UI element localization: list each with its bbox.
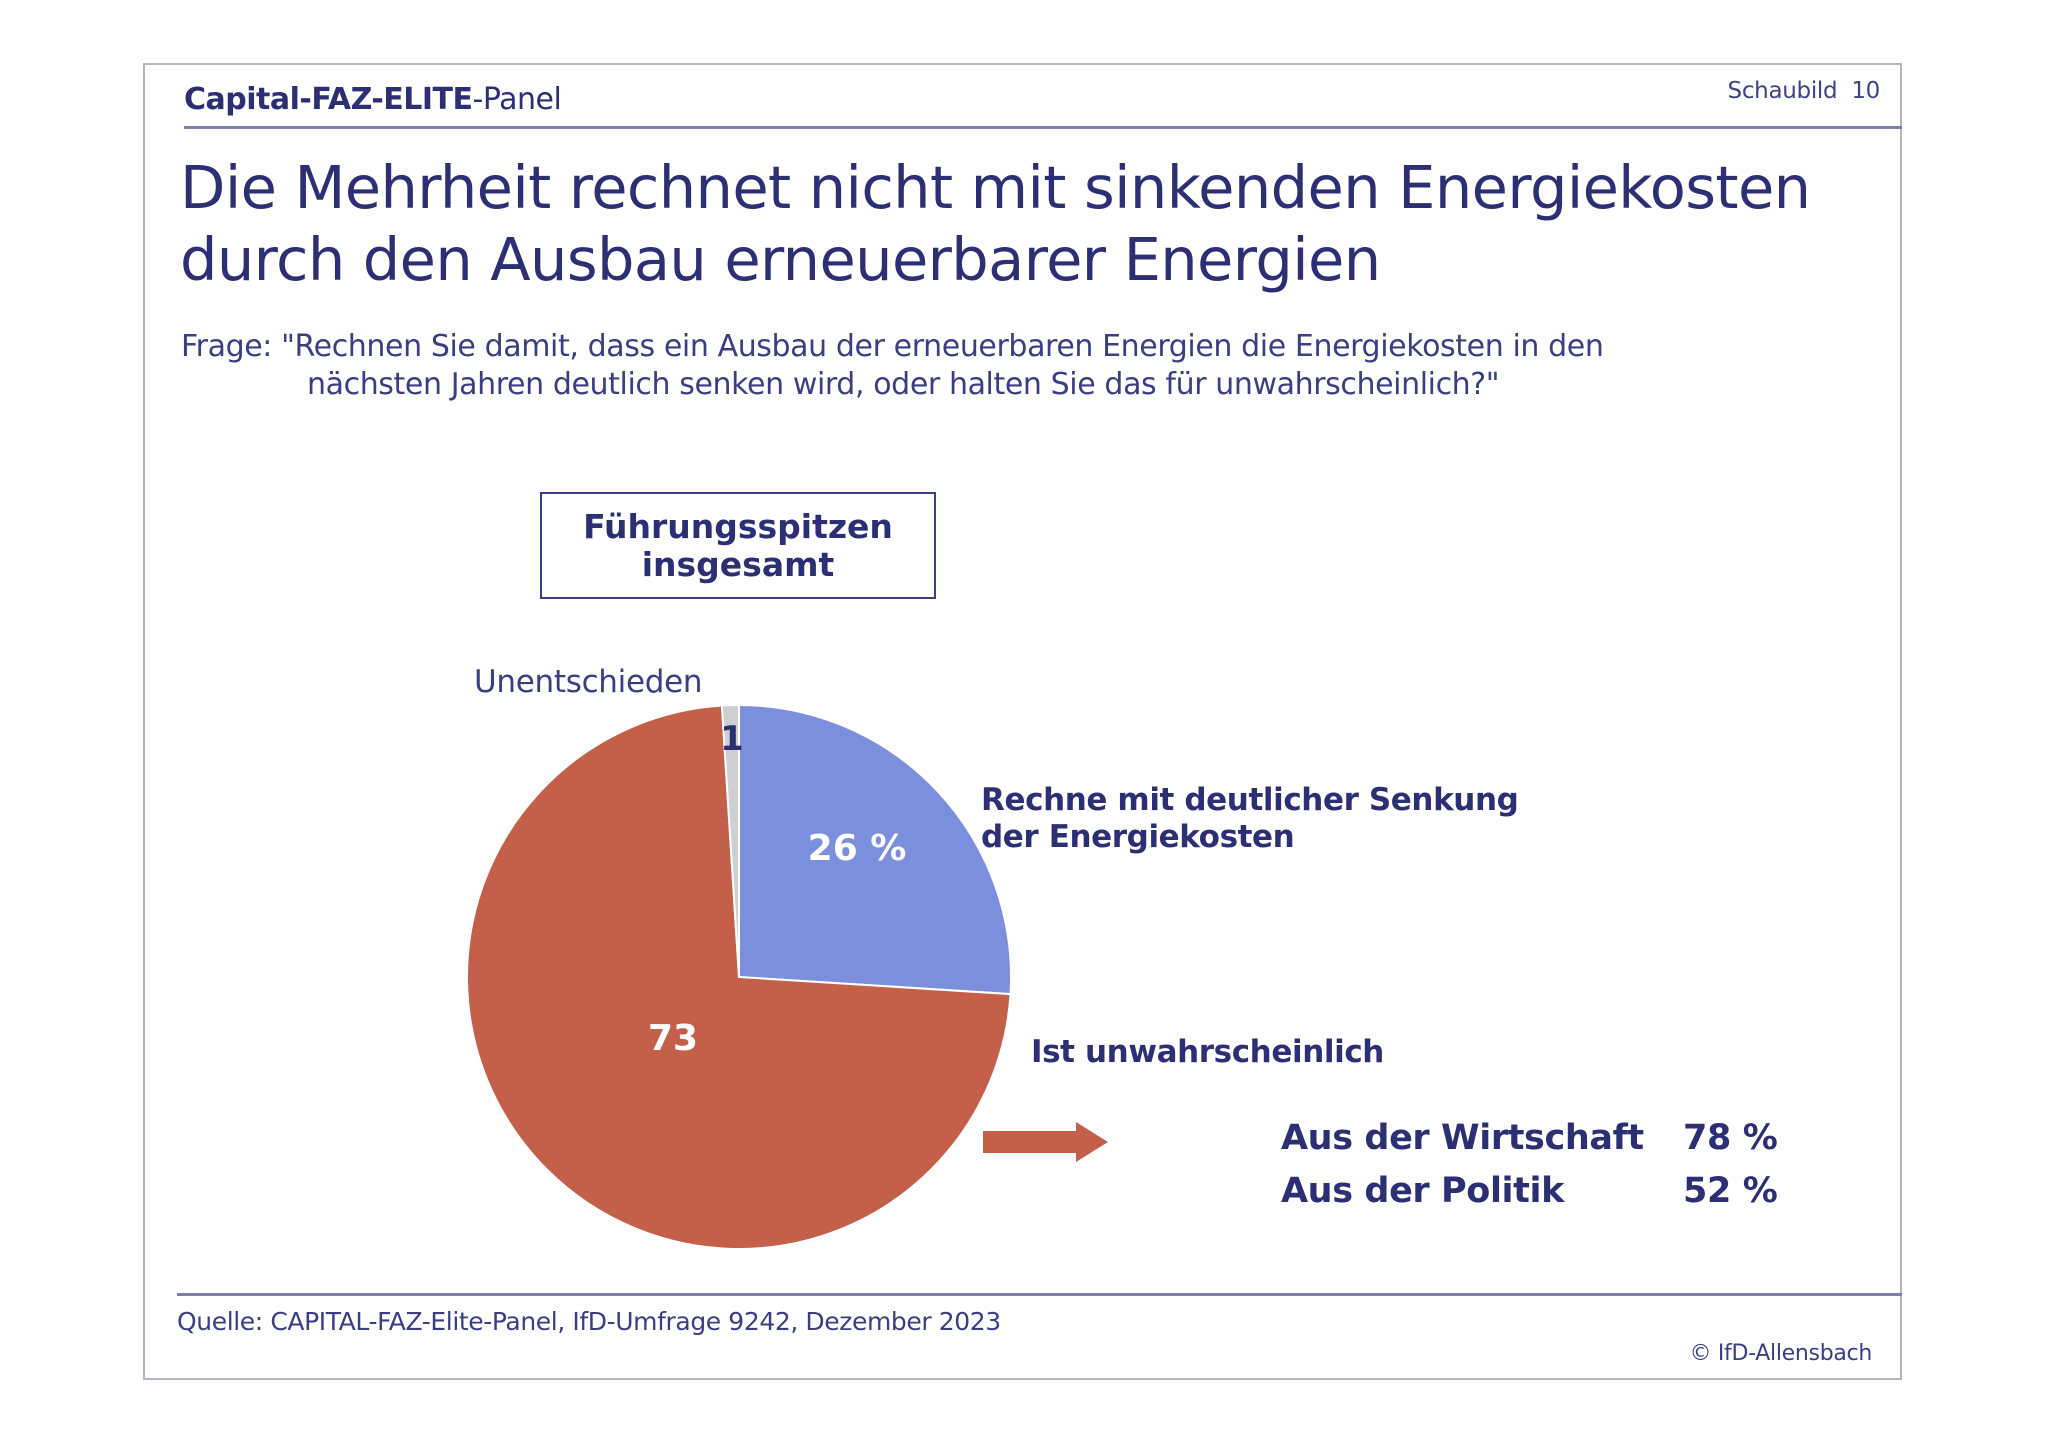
panel-brand: Capital-FAZ-ELITE-Panel — [184, 82, 562, 117]
question-line-2: nächsten Jahren deutlich senken wird, od… — [307, 367, 1500, 402]
question-line-1: Frage: "Rechnen Sie damit, dass ein Ausb… — [181, 329, 1604, 364]
title-line-2: durch den Ausbau erneuerbarer Energien — [180, 225, 1381, 294]
title-line-1: Die Mehrheit rechnet nicht mit sinkenden… — [180, 153, 1811, 222]
breakdown-value-politics: 52 % — [1683, 1171, 1778, 1211]
figure-number: Schaubild 10 — [1727, 78, 1881, 104]
breakdown-label-economy: Aus der Wirtschaft — [1281, 1118, 1644, 1158]
copyright: © IfD-Allensbach — [1689, 1341, 1872, 1366]
header-rule — [184, 126, 1902, 129]
footer-rule — [177, 1293, 1902, 1296]
brand-bold: Capital-FAZ-ELITE — [184, 82, 473, 117]
legend-label-reduction-line-2: der Energiekosten — [981, 819, 1295, 855]
legend-label-reduction: Rechne mit deutlicher Senkung der Energi… — [981, 782, 1519, 856]
legend-label-undecided: Unentschieden — [474, 664, 703, 700]
group-box: Führungsspitzen insgesamt — [540, 492, 936, 599]
source-note: Quelle: CAPITAL-FAZ-Elite-Panel, IfD-Umf… — [177, 1307, 1001, 1336]
breakdown-label-politics: Aus der Politik — [1281, 1171, 1564, 1211]
brand-regular: -Panel — [472, 82, 562, 117]
group-box-line-1: Führungsspitzen — [583, 506, 893, 546]
legend-label-unlikely: Ist unwahrscheinlich — [1031, 1034, 1384, 1070]
survey-question: Frage: "Rechnen Sie damit, dass ein Ausb… — [181, 328, 1604, 404]
chart-title: Die Mehrheit rechnet nicht mit sinkenden… — [180, 152, 1811, 296]
group-box-line-2: insgesamt — [641, 544, 835, 584]
breakdown-value-economy: 78 % — [1683, 1118, 1778, 1158]
legend-label-reduction-line-1: Rechne mit deutlicher Senkung — [981, 782, 1519, 818]
